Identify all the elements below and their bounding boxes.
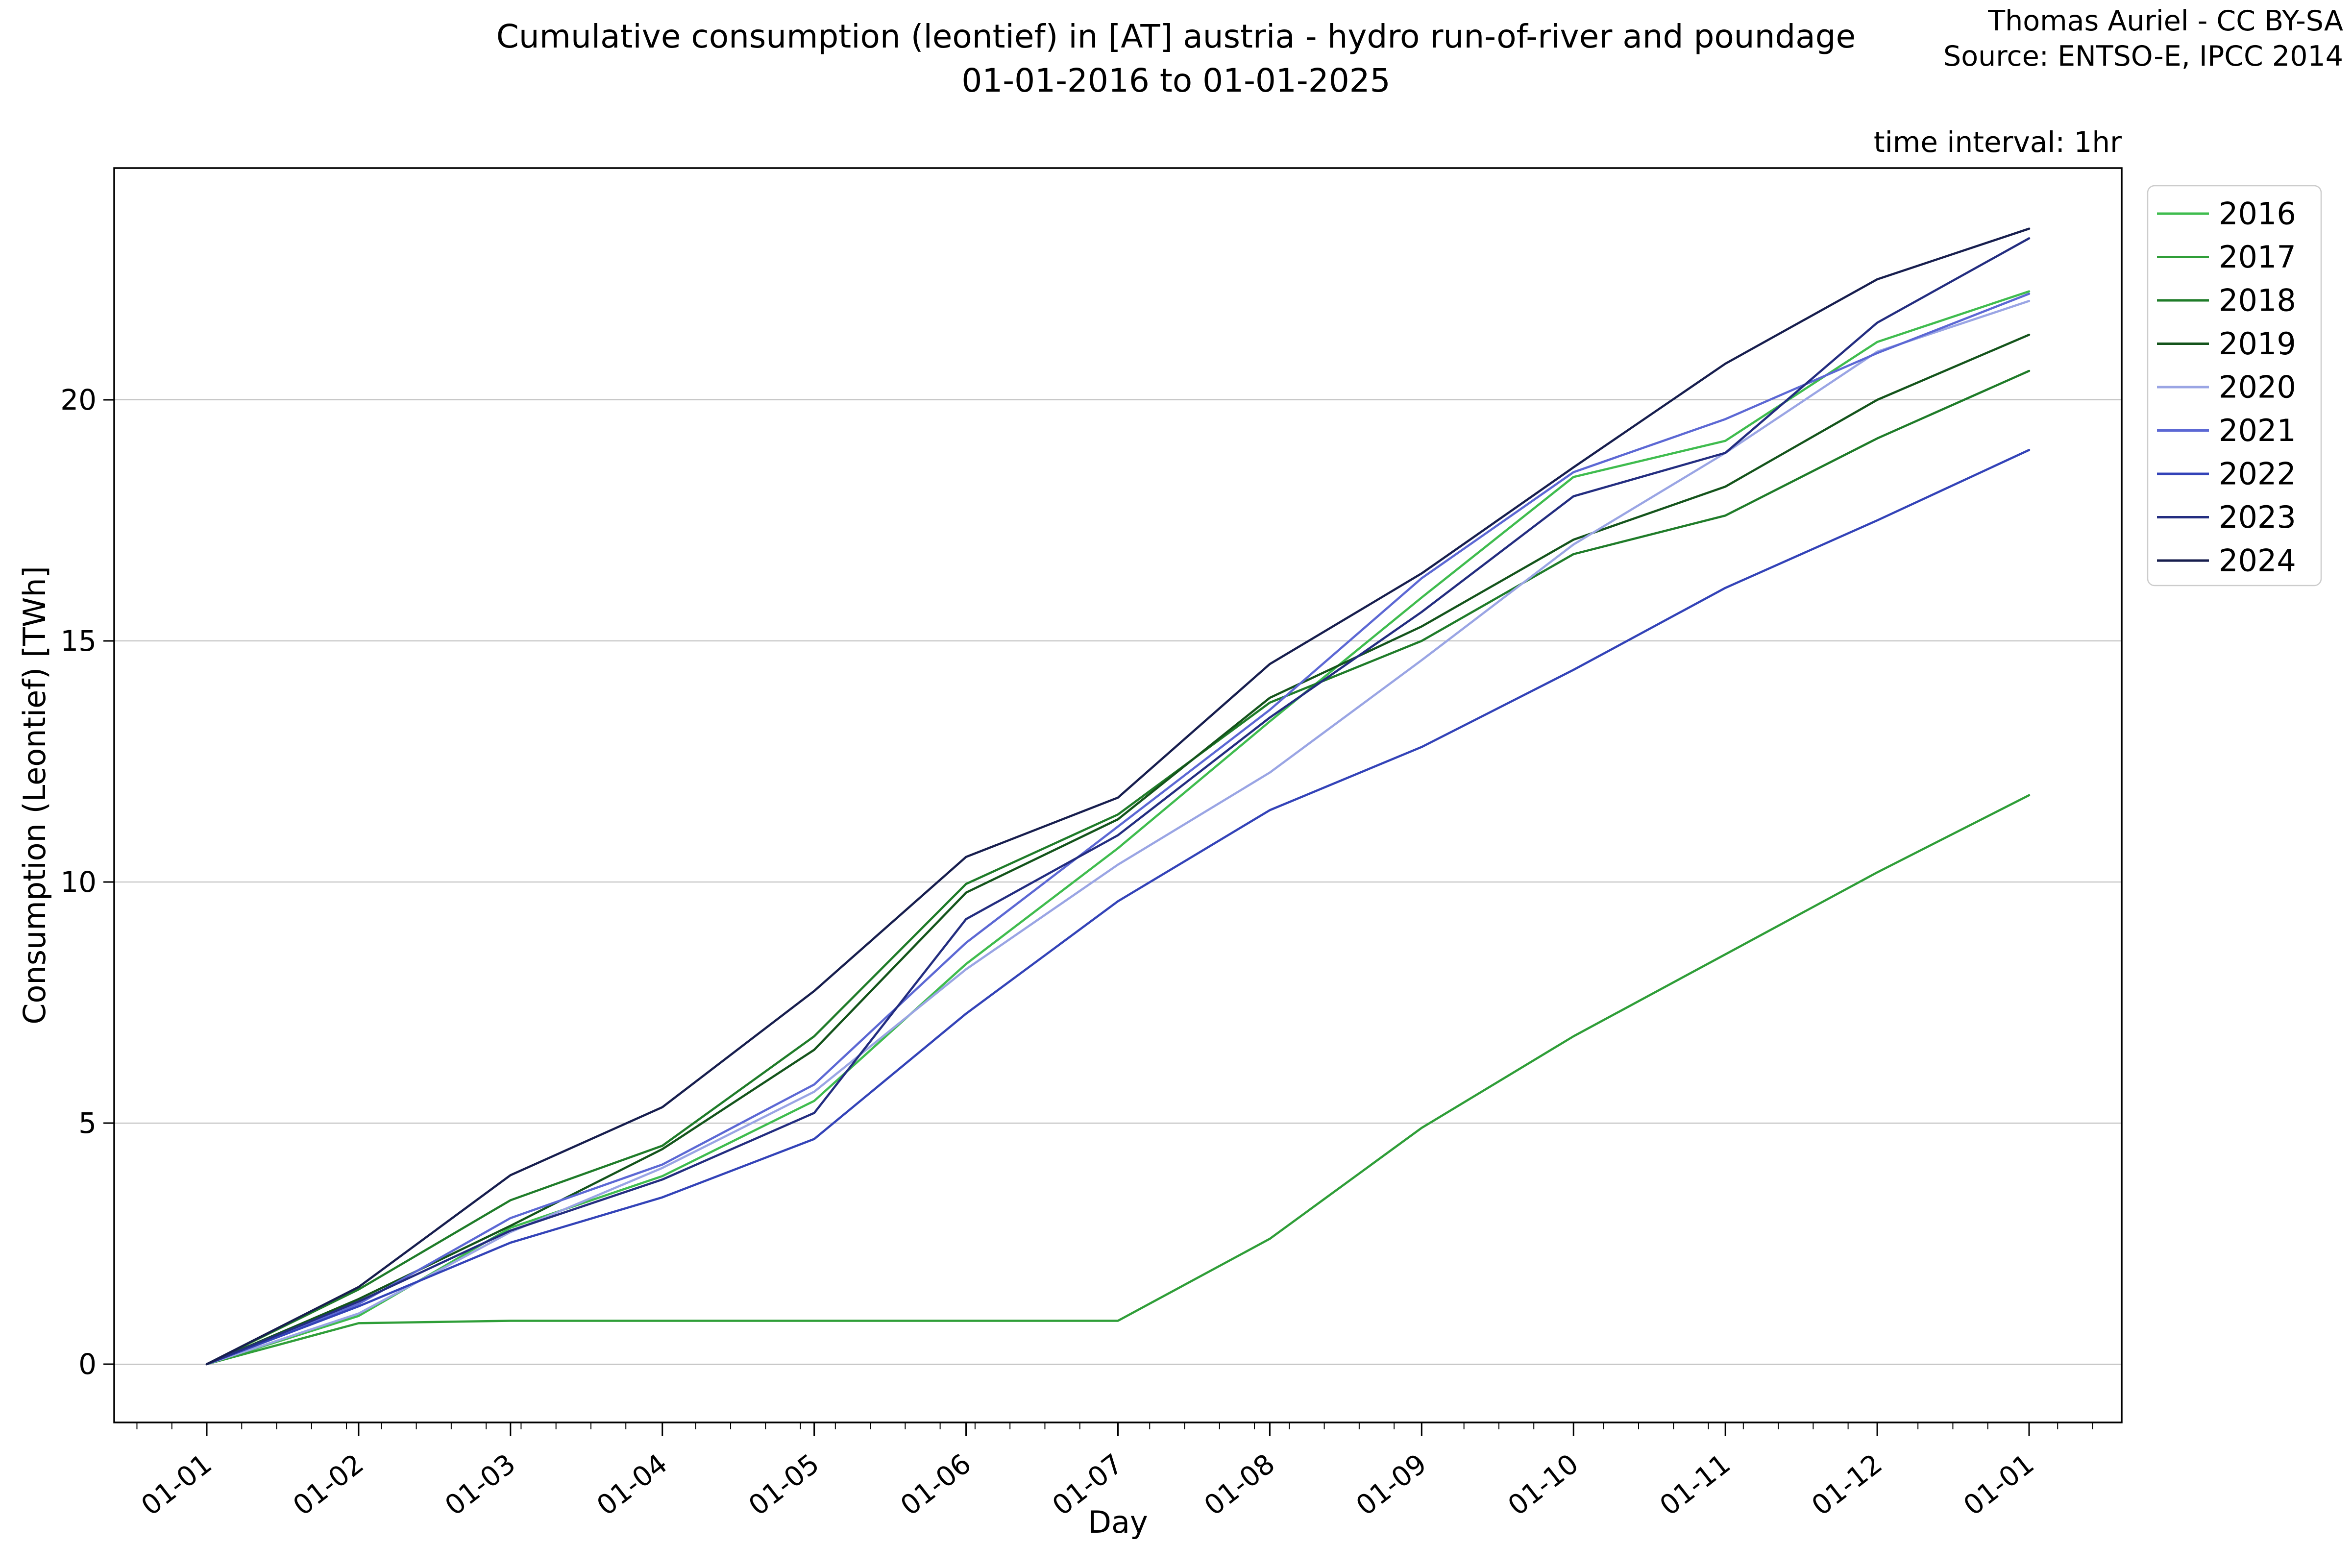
series-line-2019 xyxy=(205,333,2031,1366)
legend-label-2019: 2019 xyxy=(2219,326,2296,362)
legend-label-2024: 2024 xyxy=(2219,543,2296,579)
credit-block: Thomas Auriel - CC BY-SA Source: ENTSO-E… xyxy=(1943,4,2343,74)
x-tick-label-10: 01-11 xyxy=(1654,1448,1737,1522)
series-line-2018 xyxy=(205,369,2031,1366)
x-tick-label-5: 01-06 xyxy=(895,1448,977,1522)
series-line-2016 xyxy=(205,290,2031,1366)
y-tick-label-10: 10 xyxy=(60,865,97,899)
series-line-2024 xyxy=(205,227,2031,1366)
legend-label-2020: 2020 xyxy=(2219,369,2296,405)
legend-label-2021: 2021 xyxy=(2219,413,2296,448)
legend-label-2017: 2017 xyxy=(2219,239,2296,275)
series-line-2023 xyxy=(205,237,2031,1366)
chart-title-line2: 01-01-2016 to 01-01-2025 xyxy=(961,61,1391,99)
x-tick-label-7: 01-08 xyxy=(1199,1448,1281,1522)
x-axis-label: Day xyxy=(1088,1504,1148,1540)
x-tick-label-9: 01-10 xyxy=(1502,1448,1585,1522)
y-tick-label-5: 5 xyxy=(78,1106,97,1140)
chart-title: Cumulative consumption (leontief) in [AT… xyxy=(0,15,2352,103)
source-line: Source: ENTSO-E, IPCC 2014 xyxy=(1943,40,2343,73)
y-tick-label-15: 15 xyxy=(60,624,97,658)
x-tick-label-12: 01-01 xyxy=(1958,1448,2040,1522)
x-tick-label-1: 01-02 xyxy=(287,1448,369,1522)
x-tick-label-11: 01-12 xyxy=(1806,1448,1888,1522)
chart-title-line1: Cumulative consumption (leontief) in [AT… xyxy=(496,18,1856,55)
plot-border xyxy=(113,167,2123,1423)
legend-label-2023: 2023 xyxy=(2219,499,2296,535)
x-tick-label-8: 01-09 xyxy=(1350,1448,1433,1522)
x-tick-label-3: 01-04 xyxy=(591,1448,673,1522)
legend-label-2022: 2022 xyxy=(2219,456,2296,492)
y-axis-label: Consumption (Leontief) [TWh] xyxy=(17,566,52,1025)
x-tick-label-0: 01-01 xyxy=(135,1448,218,1522)
series-line-2022 xyxy=(205,449,2031,1366)
legend-box xyxy=(2147,185,2322,587)
series-line-2021 xyxy=(205,293,2031,1366)
x-tick-label-4: 01-05 xyxy=(743,1448,825,1522)
credit-line: Thomas Auriel - CC BY-SA xyxy=(1988,5,2343,37)
series-line-2020 xyxy=(205,300,2031,1366)
y-tick-label-20: 20 xyxy=(60,383,97,416)
x-tick-label-2: 01-03 xyxy=(439,1448,521,1522)
y-tick-label-0: 0 xyxy=(78,1348,97,1381)
series-line-2017 xyxy=(205,794,2031,1366)
legend-label-2018: 2018 xyxy=(2219,283,2296,318)
legend-label-2016: 2016 xyxy=(2219,196,2296,232)
time-interval-label: time interval: 1hr xyxy=(1873,125,2122,159)
